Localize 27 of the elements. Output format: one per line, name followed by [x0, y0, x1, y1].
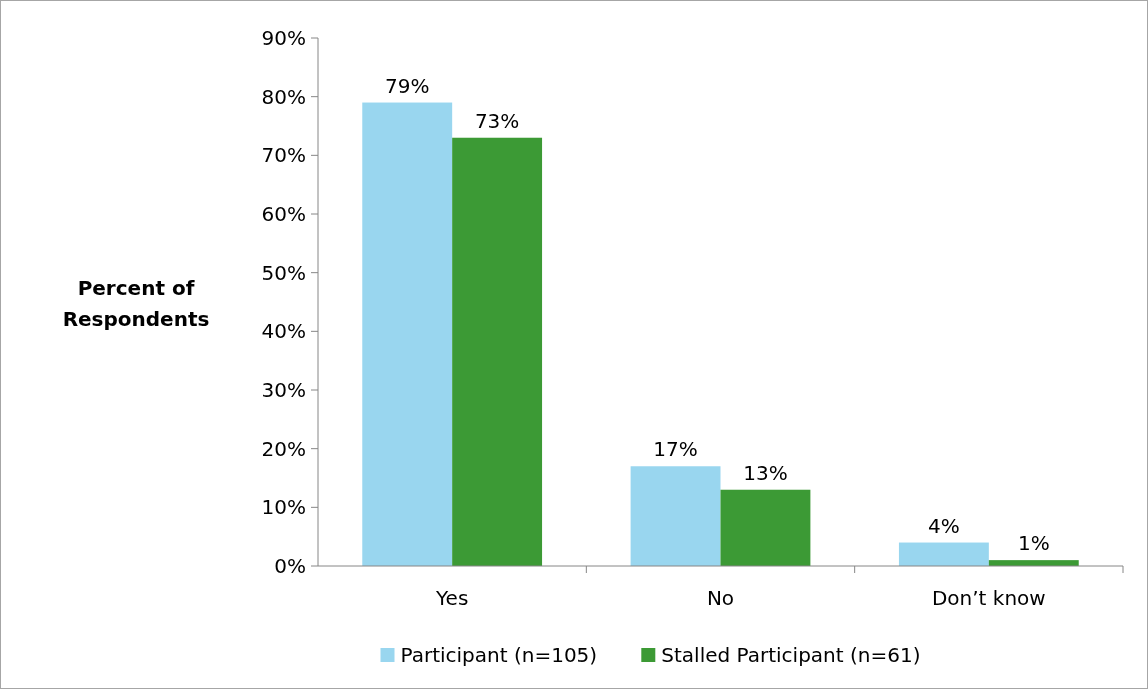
bar [362, 102, 453, 566]
data-label: 17% [653, 437, 698, 462]
data-label: 4% [928, 513, 960, 538]
bar [720, 489, 811, 566]
data-label: 1% [1017, 531, 1050, 556]
data-label: 73% [474, 108, 520, 133]
legend-label: Participant (n=105) [400, 643, 598, 667]
data-label: 79% [384, 73, 430, 98]
y-tick-label: 70% [261, 143, 306, 168]
y-tick-label: 0% [274, 554, 306, 578]
legend-label: Stalled Participant (n=61) [661, 643, 921, 667]
x-tick-label: Yes [435, 586, 469, 610]
y-axis-title: Percent of Respondents [62, 276, 210, 331]
x-tick-label: Don’t know [931, 586, 1046, 610]
y-tick-label: 20% [261, 436, 306, 461]
y-tick-label: 80% [261, 84, 306, 109]
bar [898, 542, 989, 566]
y-tick-label: 10% [261, 495, 306, 520]
y-tick-label: 30% [261, 378, 306, 402]
y-tick-label: 60% [261, 202, 306, 226]
data-label: 13% [743, 460, 788, 485]
bar [630, 466, 721, 566]
y-tick-label: 40% [261, 319, 306, 344]
y-tick-label: 90% [261, 26, 306, 50]
bar [452, 137, 543, 566]
y-tick-label: 50% [261, 260, 306, 285]
x-tick-label: No [706, 586, 735, 610]
